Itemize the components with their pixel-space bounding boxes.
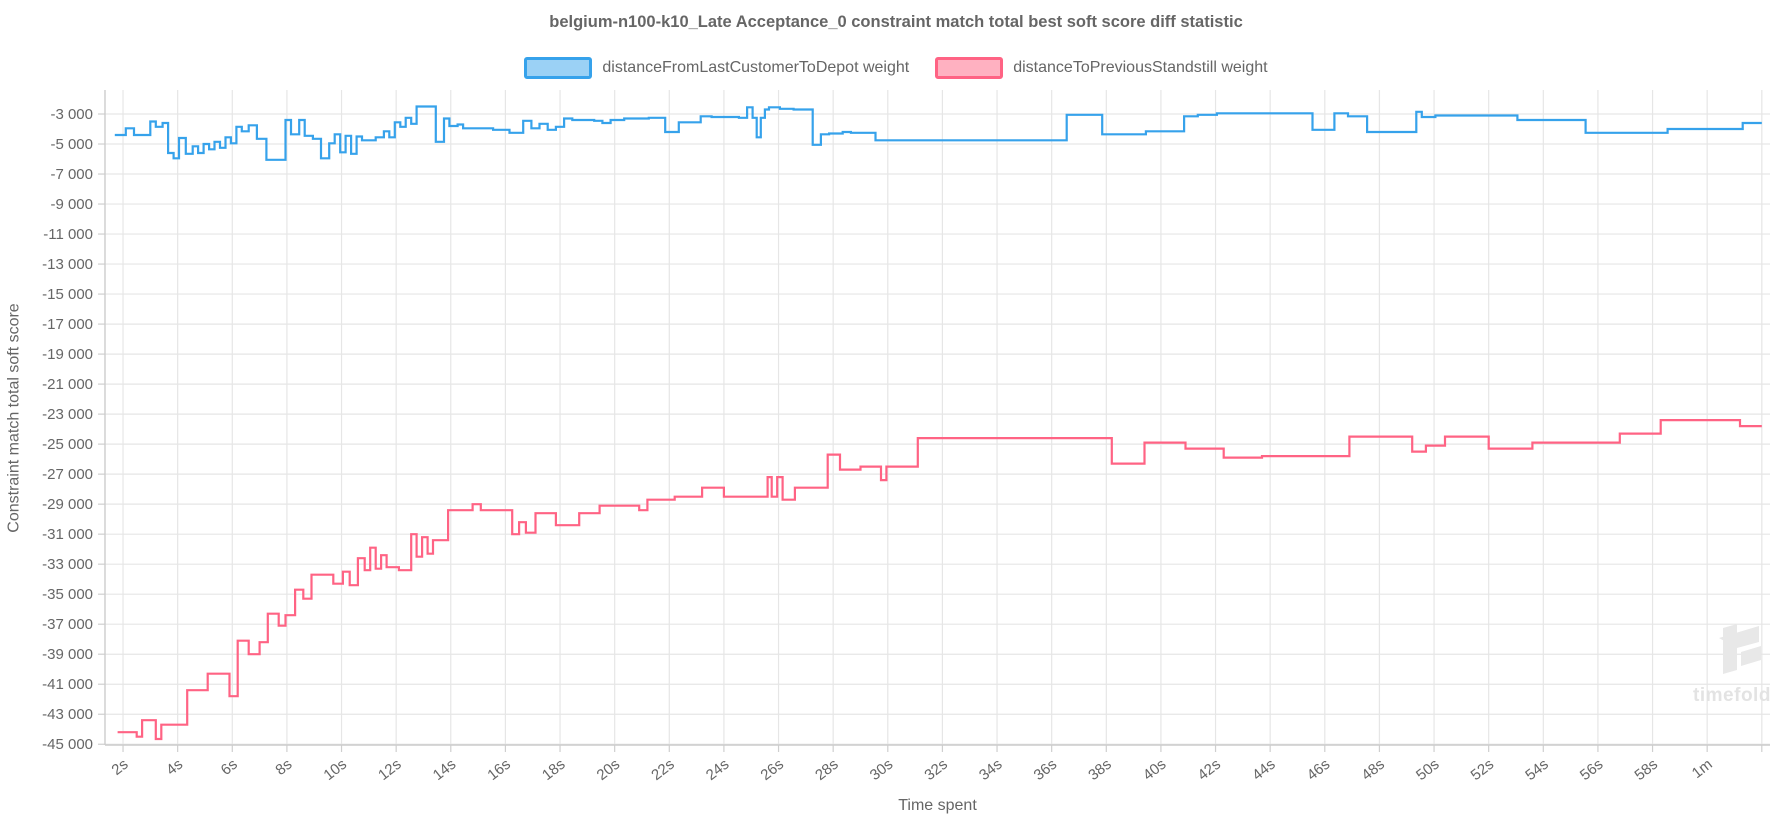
svg-text:8s: 8s: [272, 756, 295, 779]
watermark: timefold: [1682, 620, 1782, 707]
svg-text:-41 000: -41 000: [42, 676, 93, 693]
svg-text:1m: 1m: [1689, 756, 1716, 782]
svg-text:24s: 24s: [703, 756, 733, 784]
svg-text:36s: 36s: [1031, 756, 1061, 784]
svg-text:-37 000: -37 000: [42, 616, 93, 633]
svg-text:-11 000: -11 000: [43, 226, 93, 243]
x-axis-title: Time spent: [898, 797, 977, 814]
svg-text:-13 000: -13 000: [42, 256, 93, 273]
chart-title: belgium-n100-k10_Late Acceptance_0 const…: [549, 13, 1243, 31]
svg-text:-17 000: -17 000: [42, 316, 93, 333]
svg-text:50s: 50s: [1413, 756, 1443, 784]
svg-text:52s: 52s: [1468, 756, 1498, 784]
svg-text:40s: 40s: [1140, 756, 1170, 784]
svg-text:-19 000: -19 000: [42, 346, 93, 363]
svg-text:-15 000: -15 000: [42, 286, 93, 303]
svg-text:30s: 30s: [867, 756, 897, 784]
svg-text:-39 000: -39 000: [42, 646, 93, 663]
svg-text:58s: 58s: [1631, 756, 1661, 784]
svg-text:6s: 6s: [218, 756, 241, 779]
svg-text:38s: 38s: [1085, 756, 1115, 784]
svg-text:-23 000: -23 000: [42, 406, 93, 423]
svg-text:42s: 42s: [1194, 756, 1224, 784]
legend-label: distanceToPreviousStandstill weight: [1013, 59, 1268, 76]
svg-text:-29 000: -29 000: [42, 496, 93, 513]
tick-marks: [98, 113, 1763, 752]
svg-text:-7 000: -7 000: [50, 166, 93, 183]
legend-item-distance-to-previous-standstill[interactable]: distanceToPreviousStandstill weight: [935, 57, 1268, 79]
legend-swatch-blue-icon: [524, 57, 593, 79]
svg-text:-31 000: -31 000: [42, 526, 93, 543]
watermark-text: timefold: [1693, 685, 1771, 706]
svg-text:54s: 54s: [1522, 756, 1552, 784]
svg-text:-9 000: -9 000: [50, 196, 93, 213]
svg-text:-27 000: -27 000: [42, 466, 93, 483]
svg-text:4s: 4s: [163, 756, 186, 779]
gridlines: [105, 90, 1770, 745]
series-line-pink[interactable]: [117, 419, 1762, 741]
svg-text:46s: 46s: [1304, 756, 1334, 784]
series-line-blue[interactable]: [114, 105, 1762, 161]
svg-text:-35 000: -35 000: [42, 586, 93, 603]
svg-text:12s: 12s: [375, 756, 405, 784]
svg-text:44s: 44s: [1249, 756, 1279, 784]
svg-text:-25 000: -25 000: [42, 436, 93, 453]
svg-text:2s: 2s: [109, 756, 132, 779]
legend-label: distanceFromLastCustomerToDepot weight: [602, 59, 910, 76]
svg-text:14s: 14s: [430, 756, 460, 784]
svg-text:10s: 10s: [320, 756, 350, 784]
legend-swatch-pink-icon: [935, 57, 1004, 79]
svg-text:-45 000: -45 000: [42, 736, 93, 753]
svg-text:16s: 16s: [484, 756, 514, 784]
svg-text:-3 000: -3 000: [50, 106, 93, 123]
legend-item-distance-from-last-customer[interactable]: distanceFromLastCustomerToDepot weight: [524, 57, 909, 79]
timefold-logo-icon: [1719, 624, 1761, 674]
svg-text:48s: 48s: [1358, 756, 1388, 784]
svg-text:32s: 32s: [921, 756, 951, 784]
svg-text:22s: 22s: [648, 756, 678, 784]
svg-text:28s: 28s: [812, 756, 842, 784]
svg-text:18s: 18s: [539, 756, 569, 784]
svg-text:26s: 26s: [757, 756, 787, 784]
svg-text:-43 000: -43 000: [42, 706, 93, 723]
svg-text:20s: 20s: [594, 756, 624, 784]
svg-text:-21 000: -21 000: [42, 376, 93, 393]
svg-text:-33 000: -33 000: [42, 556, 93, 573]
svg-text:56s: 56s: [1577, 756, 1607, 784]
svg-text:34s: 34s: [976, 756, 1006, 784]
legend: distanceFromLastCustomerToDepot weight d…: [0, 57, 1792, 79]
tick-labels: -3 000 -5 000 -7 000 -9 000 -11 000 -13 000 -1…: [42, 106, 1716, 784]
svg-text:-5 000: -5 000: [50, 136, 93, 153]
